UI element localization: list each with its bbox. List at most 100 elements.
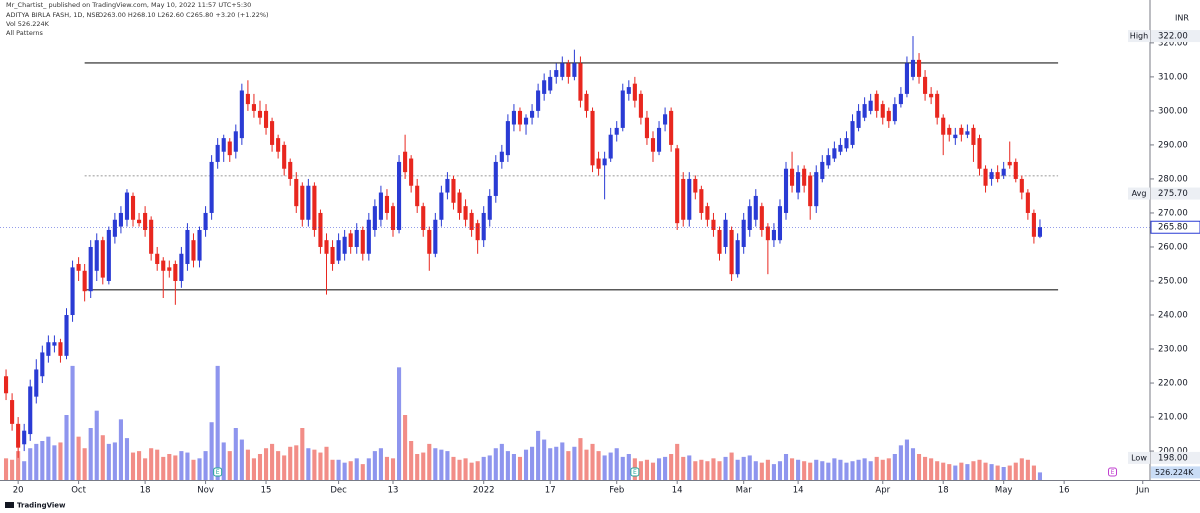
x-tick-label: 20 — [13, 486, 24, 496]
y-tick-label: 270.00 — [1158, 208, 1188, 218]
candle-body — [542, 80, 547, 94]
candle-body — [415, 185, 420, 207]
candle-body — [650, 138, 656, 152]
candle-body — [953, 134, 958, 139]
volume-bar — [1001, 467, 1006, 480]
volume-bar — [197, 458, 202, 480]
volume-bar — [257, 454, 263, 480]
candle-body — [1019, 178, 1024, 193]
x-tick-label: Feb — [609, 486, 624, 496]
volume-bar — [699, 459, 704, 480]
volume-bar — [336, 459, 341, 480]
candle-body — [330, 246, 335, 264]
candle-body — [505, 121, 510, 156]
candle-body — [578, 63, 583, 101]
volume-bar — [378, 448, 383, 480]
candle-body — [366, 219, 371, 254]
volume-bar — [530, 446, 535, 480]
candle-body — [971, 127, 976, 145]
candle-body — [820, 161, 825, 179]
candle-body — [161, 260, 166, 271]
candle-body — [384, 195, 390, 213]
volume-bar — [161, 456, 166, 480]
candle-body — [596, 158, 601, 169]
volume-bar — [354, 458, 359, 480]
volume-bar — [227, 451, 232, 480]
candle-body — [203, 212, 208, 230]
volume-bar — [52, 445, 57, 480]
candle-body — [282, 144, 287, 169]
candle-body — [590, 110, 595, 166]
volume-bar — [3, 458, 9, 480]
candle-body — [487, 195, 492, 220]
candle-body — [70, 267, 75, 316]
volume-bar — [209, 422, 214, 480]
volume-bar — [717, 461, 722, 480]
candle-body — [511, 110, 516, 125]
candle-body — [300, 185, 305, 220]
volume-bar — [669, 454, 674, 480]
candle-body — [445, 178, 450, 193]
volume-bar — [76, 436, 81, 480]
volume-bar — [106, 443, 111, 480]
x-tick-label: 14 — [793, 486, 804, 496]
volume-bar — [112, 442, 117, 480]
volume-bar — [263, 448, 269, 480]
volume-bar — [282, 455, 287, 480]
volume-bar — [1013, 462, 1018, 480]
volume-bar — [620, 456, 625, 480]
volume-bar — [34, 443, 39, 480]
y-tick-label: 210.00 — [1158, 413, 1188, 423]
volume-bar — [675, 443, 680, 480]
symbol-title: ADITYA BIRLA FASH, 1D, NSE — [6, 11, 100, 19]
volume-bar — [753, 461, 758, 480]
volume-bar — [705, 461, 710, 480]
volume-bar — [403, 415, 408, 480]
candle-body — [923, 76, 928, 94]
candle-body — [34, 369, 39, 397]
candle-body — [614, 127, 619, 135]
candle-body — [844, 138, 849, 149]
volume-bar — [348, 461, 353, 480]
candle-body — [862, 104, 867, 118]
candle-body — [723, 219, 728, 247]
candle-body — [427, 229, 432, 254]
volume-bar — [729, 452, 734, 480]
volume-bar — [989, 464, 994, 480]
currency: INR — [1175, 14, 1189, 23]
volume-bar — [953, 465, 958, 480]
volume-bar — [233, 428, 238, 480]
volume-bar — [191, 459, 196, 480]
candle-body — [276, 138, 281, 152]
candle-body — [620, 90, 625, 128]
volume-bar — [820, 461, 825, 480]
volume-bar — [626, 454, 631, 480]
volume-bar — [596, 451, 601, 480]
volume-bar — [384, 456, 390, 480]
volume-bar — [1031, 465, 1036, 480]
volume-bar — [130, 452, 136, 480]
candle-body — [941, 117, 946, 135]
candle-body — [336, 240, 341, 261]
event-marker — [213, 467, 223, 477]
candle-body — [892, 104, 897, 122]
attribution: Mr_Chartist_ published on TradingView.co… — [6, 1, 251, 9]
candle-body — [548, 76, 553, 91]
candle-body — [3, 376, 9, 394]
candle-body — [245, 93, 250, 105]
candle-body — [741, 219, 746, 247]
volume-bar — [614, 448, 619, 480]
volume-bar — [330, 459, 335, 480]
candle-body — [239, 90, 244, 139]
candle-body — [221, 138, 226, 152]
candle-body — [675, 148, 680, 224]
candle-body — [46, 342, 51, 356]
y-tick-label: 240.00 — [1158, 311, 1188, 321]
volume-text: Vol 526.224K — [6, 20, 50, 28]
volume-bar — [790, 458, 795, 480]
candle-body — [421, 206, 426, 230]
candle-body — [463, 206, 468, 220]
x-tick-label: Nov — [197, 486, 214, 496]
candle-body — [251, 104, 256, 111]
